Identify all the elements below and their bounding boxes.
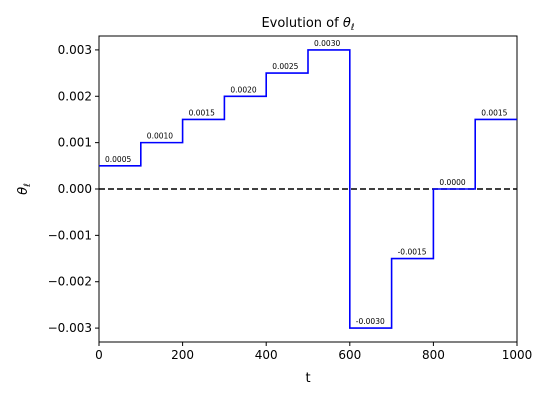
step-data-label-10: 0.0015 [481,108,507,117]
x-tick-label: 800 [422,348,445,362]
y-tick-label: 0.002 [58,89,92,103]
step-data-label-3: 0.0015 [189,108,215,117]
y-tick-label: −0.003 [48,321,92,335]
y-axis: −0.003 −0.002 −0.001 0.000 0.001 0.002 0.003 [48,43,99,335]
y-tick-label: −0.002 [48,275,92,289]
y-tick-label: 0.000 [58,182,92,196]
x-tick-label: 200 [171,348,194,362]
y-tick-label: 0.003 [58,43,92,57]
y-tick-label: −0.001 [48,228,92,242]
step-data-label-9: 0.0000 [439,178,465,187]
chart-marks: 0.0005 0.0010 0.0015 0.0020 0.0025 0.0030 -0.0… [99,39,517,329]
chart-title: Evolution of θℓ [261,16,354,33]
x-tick-label: 400 [255,348,278,362]
x-axis-label: t [305,371,310,386]
x-tick-label: 0 [95,348,103,362]
step-line-series-1 [99,49,517,329]
step-data-label-1: 0.0005 [105,155,131,164]
y-tick-label: 0.001 [58,136,92,150]
step-data-label-2: 0.0010 [147,132,173,141]
step-data-label-8: -0.0015 [398,248,427,257]
x-tick-label: 600 [338,348,361,362]
step-data-label-7: -0.0030 [356,317,385,326]
step-data-label-6: 0.0030 [314,39,340,48]
y-axis-label: θℓ [16,183,33,195]
step-data-label-4: 0.0020 [230,85,256,94]
step-data-label-5: 0.0025 [272,62,298,71]
x-tick-label: 1000 [502,348,533,362]
x-axis: 0 200 400 600 800 1000 [95,342,532,362]
